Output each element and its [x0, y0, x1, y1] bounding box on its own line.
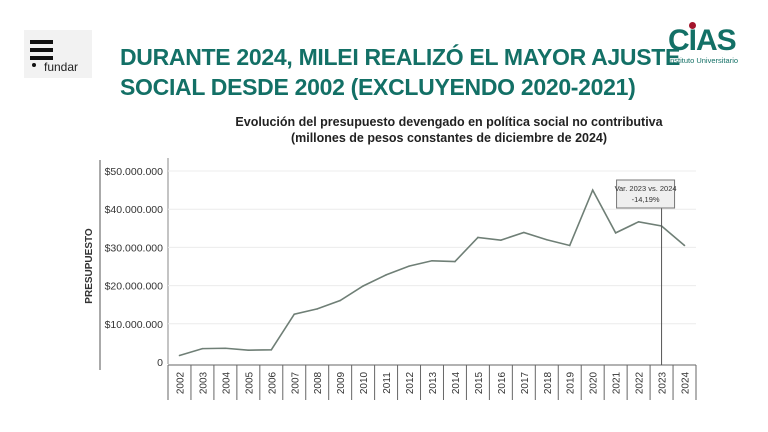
x-tick-label: 2018	[543, 371, 554, 394]
data-point	[385, 274, 387, 276]
fundar-logo-text: fundar	[44, 60, 79, 74]
fundar-logo: fundar	[24, 30, 92, 78]
y-tick-label: $30.000.000	[105, 242, 164, 254]
data-point	[201, 347, 204, 350]
x-tick-label: 2004	[221, 371, 232, 394]
x-tick-label: 2014	[451, 371, 462, 394]
cias-logo-text: CIAS	[668, 24, 737, 57]
data-point	[454, 260, 456, 263]
x-tick-label: 2015	[474, 371, 485, 394]
x-tick-label: 2011	[382, 372, 393, 394]
data-point	[362, 285, 364, 287]
x-tick-label: 2005	[244, 371, 255, 394]
cias-logo-subtext: Instituto Universitario	[668, 56, 739, 65]
x-tick-label: 2007	[290, 371, 301, 394]
x-tick-label: 2021	[612, 371, 623, 394]
y-tick-label: 0	[157, 357, 163, 369]
data-point	[683, 244, 686, 247]
chart-title-line: Evolución del presupuesto devengado en p…	[235, 115, 663, 129]
data-point	[178, 354, 181, 357]
x-tick-label: 2013	[428, 371, 439, 394]
x-tick-label: 2003	[198, 371, 209, 394]
data-point	[431, 259, 433, 262]
data-point	[270, 348, 273, 351]
data-point	[408, 265, 410, 267]
x-tick-label: 2020	[589, 371, 600, 394]
data-point	[316, 308, 319, 310]
annotation-value: -14,19%	[632, 195, 660, 204]
x-tick-label: 2016	[497, 371, 508, 394]
y-tick-label: $50.000.000	[105, 166, 164, 178]
data-point	[545, 238, 548, 241]
x-tick-label: 2009	[336, 371, 347, 394]
data-point	[224, 347, 227, 350]
chart-subtitle: (millones de pesos constantes de diciemb…	[290, 131, 608, 145]
y-tick-label: $40.000.000	[105, 204, 164, 216]
x-tick-label: 2024	[681, 371, 692, 394]
data-point	[591, 189, 594, 191]
page-title: DURANTE 2024, MILEI REALIZÓ EL MAYOR AJU…	[120, 42, 680, 102]
x-tick-label: 2023	[658, 371, 669, 394]
title-line-1: DURANTE 2024, MILEI REALIZÓ EL MAYOR AJU…	[120, 44, 681, 70]
data-point	[293, 313, 296, 316]
data-point	[339, 299, 341, 302]
x-tick-label: 2012	[405, 371, 416, 394]
chart-title: Evolución del presupuesto devengado en p…	[0, 114, 768, 146]
x-tick-label: 2022	[635, 371, 646, 394]
data-point	[523, 231, 525, 234]
data-point	[247, 349, 250, 351]
annotation-box	[616, 179, 676, 209]
data-point	[500, 239, 502, 241]
x-tick-label: 2019	[566, 371, 577, 394]
x-tick-label: 2006	[267, 371, 278, 394]
y-tick-label: $20.000.000	[105, 281, 164, 293]
data-point	[637, 221, 640, 223]
y-tick-label: $10.000.000	[105, 319, 164, 331]
annotation-text: Var. 2023 vs. 2024	[615, 184, 677, 193]
data-point	[614, 232, 617, 234]
x-tick-label: 2017	[520, 371, 531, 394]
data-point	[477, 236, 479, 239]
title-line-2: SOCIAL DESDE 2002 (EXCLUYENDO 2020-2021)	[120, 74, 636, 100]
x-tick-label: 2010	[359, 371, 370, 394]
x-tick-label: 2008	[313, 371, 324, 394]
y-axis-label: PRESUPUESTO	[84, 228, 95, 304]
data-point	[568, 244, 571, 247]
series-line	[179, 188, 686, 357]
x-tick-label: 2002	[175, 371, 186, 394]
cias-logo: CIAS Instituto Universitario	[668, 22, 739, 65]
